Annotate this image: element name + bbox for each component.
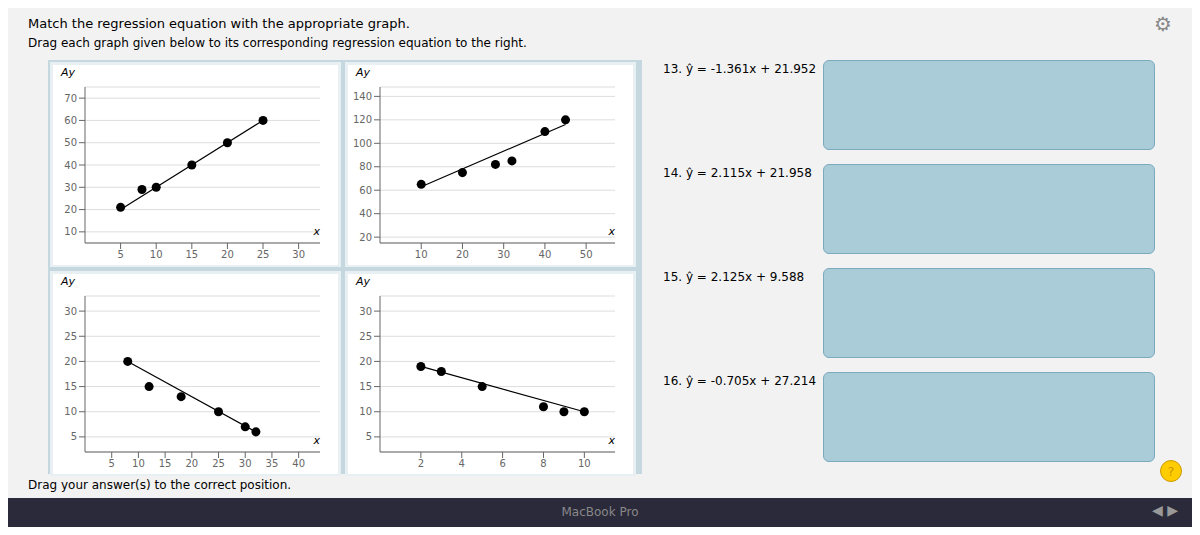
svg-text:70: 70 — [64, 92, 77, 103]
svg-text:30: 30 — [64, 305, 77, 316]
svg-text:10: 10 — [64, 226, 77, 237]
svg-text:20: 20 — [359, 355, 372, 366]
svg-text:10: 10 — [578, 458, 591, 469]
svg-text:5: 5 — [117, 249, 123, 260]
svg-text:25: 25 — [64, 330, 77, 341]
svg-text:x: x — [312, 433, 320, 446]
svg-text:35: 35 — [266, 458, 279, 469]
svg-text:20: 20 — [185, 458, 198, 469]
svg-text:5: 5 — [366, 431, 372, 442]
svg-text:15: 15 — [359, 381, 372, 392]
svg-text:8: 8 — [540, 458, 546, 469]
html-text:MacBook Pro: MacBook Pro — [561, 505, 639, 519]
svg-text:20: 20 — [359, 231, 372, 242]
svg-text:x: x — [607, 433, 615, 446]
svg-text:30: 30 — [292, 249, 305, 260]
svg-text:120: 120 — [353, 114, 372, 125]
svg-text:10: 10 — [359, 406, 372, 417]
svg-text:30: 30 — [359, 305, 372, 316]
svg-text:100: 100 — [353, 137, 372, 148]
html-text:Ay: Ay — [61, 274, 75, 288]
svg-text:40: 40 — [539, 249, 552, 260]
html-text:14. ŷ = 2.115x + 21.958: 14. ŷ = 2.115x + 21.958 — [663, 166, 812, 180]
html-text:Match the regression equation: Match the regression equation with the a… — [28, 16, 410, 31]
svg-text:25: 25 — [212, 458, 225, 469]
svg-text:40: 40 — [359, 208, 372, 219]
html-text:Ay: Ay — [61, 65, 75, 79]
html-text:16. ŷ = -0.705x + 27.214: 16. ŷ = -0.705x + 27.214 — [663, 374, 817, 388]
svg-text:60: 60 — [359, 184, 372, 195]
svg-text:10: 10 — [64, 406, 77, 417]
svg-text:30: 30 — [239, 458, 252, 469]
svg-text:5: 5 — [71, 431, 77, 442]
svg-text:40: 40 — [64, 159, 77, 170]
svg-text:30: 30 — [64, 181, 77, 192]
svg-text:20: 20 — [64, 204, 77, 215]
svg-text:20: 20 — [456, 249, 469, 260]
svg-text:40: 40 — [292, 458, 305, 469]
html-text:13. ŷ = -1.361x + 21.952: 13. ŷ = -1.361x + 21.952 — [663, 62, 817, 76]
html-text:Ay: Ay — [356, 274, 370, 288]
svg-text:10: 10 — [415, 249, 428, 260]
svg-text:x: x — [607, 224, 615, 237]
svg-text:80: 80 — [359, 161, 372, 172]
svg-text:15: 15 — [185, 249, 198, 260]
html-text:Drag each graph given below to: Drag each graph given below to its corre… — [28, 36, 527, 50]
svg-text:50: 50 — [580, 249, 593, 260]
svg-text:6: 6 — [499, 458, 505, 469]
svg-text:140: 140 — [353, 90, 372, 101]
svg-text:15: 15 — [64, 381, 77, 392]
svg-text:15: 15 — [159, 458, 172, 469]
svg-text:25: 25 — [257, 249, 270, 260]
html-text:Drag your answer(s) to the cor: Drag your answer(s) to the correct posit… — [28, 478, 292, 492]
svg-text:4: 4 — [459, 458, 465, 469]
html-text:15. ŷ = 2.125x + 9.588: 15. ŷ = 2.125x + 9.588 — [663, 270, 805, 284]
svg-text:20: 20 — [221, 249, 234, 260]
svg-text:2: 2 — [418, 458, 424, 469]
svg-text:60: 60 — [64, 114, 77, 125]
svg-text:x: x — [312, 224, 320, 237]
svg-text:10: 10 — [150, 249, 163, 260]
svg-text:10: 10 — [132, 458, 145, 469]
svg-text:5: 5 — [109, 458, 115, 469]
html-text:Ay: Ay — [356, 65, 370, 79]
svg-text:25: 25 — [359, 330, 372, 341]
svg-text:20: 20 — [64, 355, 77, 366]
svg-text:50: 50 — [64, 137, 77, 148]
svg-text:30: 30 — [497, 249, 510, 260]
